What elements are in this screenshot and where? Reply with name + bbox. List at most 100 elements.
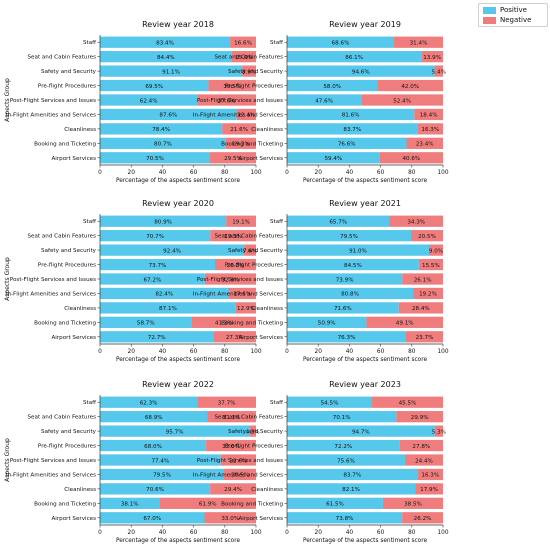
panel-1-label-negative: 30.5% xyxy=(223,84,241,90)
panel-4-bar-negative xyxy=(389,215,443,227)
panel-5-bar-positive xyxy=(100,483,211,495)
panel-6-bar-negative xyxy=(399,439,443,452)
panel-4-bar-negative xyxy=(413,287,443,300)
panel-2-label-negative: 18.4% xyxy=(420,113,438,119)
panel-2-bar-positive xyxy=(287,36,395,48)
panel-6-label-negative: 24.4% xyxy=(415,458,433,464)
panel-4-category-label: Airport Services xyxy=(238,335,283,341)
panel-2-label-positive: 68.6% xyxy=(332,41,350,47)
panel-5-bar-positive xyxy=(100,439,207,452)
panel-3-label-negative: 26.3% xyxy=(227,263,245,269)
panel-4-xlabel: Percentage of the aspects sentiment scor… xyxy=(303,357,428,363)
panel-1-category-label: Seat and Cabin Features xyxy=(27,55,96,61)
panel-3-xtick-label: 20 xyxy=(128,349,136,355)
legend-label-negative: Negative xyxy=(500,16,532,24)
panel-2-category-label: Seat and Cabin Features xyxy=(214,55,283,61)
panel-3-label-negative: 7.6% xyxy=(243,248,257,254)
panel-6-label-positive: 83.7% xyxy=(343,473,361,479)
panel-1-bar-negative xyxy=(225,137,256,149)
panel-5-bar-positive xyxy=(100,497,160,509)
panel-3-bar-positive xyxy=(100,215,227,227)
panel-6-bar-positive xyxy=(287,396,373,408)
panel-2-xlabel: Percentage of the aspects sentiment scor… xyxy=(303,178,428,184)
panel-4-xtick-label: 80 xyxy=(408,349,416,355)
panel-3-label-negative: 12.9% xyxy=(237,306,255,312)
panel-5-label-positive: 68.0% xyxy=(144,444,162,450)
panel-5-bar-negative xyxy=(206,439,256,452)
panel-1-xtick-label: 100 xyxy=(250,170,261,176)
panel-5-category-label: Pre-flight Procedures xyxy=(38,444,96,450)
panel-5-bar-negative xyxy=(220,454,256,466)
panel-4-bar-negative xyxy=(406,331,443,343)
panel-6-bar-negative xyxy=(372,396,443,408)
panel-3-label-positive: 70.7% xyxy=(146,234,164,240)
panel-1-bar-positive xyxy=(100,36,231,48)
panel-1-bar-negative xyxy=(197,94,256,106)
panel-2-label-negative: 42.0% xyxy=(401,84,419,90)
panel-3-category-label: In-Flight Amenities and Services xyxy=(6,291,96,297)
panel-6-xlabel: Percentage of the aspects sentiment scor… xyxy=(303,538,428,544)
panel-2-category-label: Staff xyxy=(270,40,283,46)
panel-3-label-negative: 41.3% xyxy=(215,321,233,327)
panel-4-title: Review year 2021 xyxy=(329,199,401,208)
panel-4-label-negative: 28.4% xyxy=(412,306,430,312)
panel-2-xtick-label: 0 xyxy=(285,170,289,176)
panel-3-category-label: Pre-flight Procedures xyxy=(38,263,96,269)
panel-6-category-label: Cleanliness xyxy=(251,487,283,493)
panel-6-category-label: Staff xyxy=(270,400,283,406)
panel-3-category-label: Cleanliness xyxy=(64,306,96,312)
panel-1-category-label: Cleanliness xyxy=(64,127,96,133)
panel-2-category-label: Booking and Ticketing xyxy=(221,141,283,147)
panel-6-bar-negative xyxy=(404,454,443,466)
panel-6-bar-negative xyxy=(434,425,443,437)
panel-4-bar-negative xyxy=(418,258,443,271)
panel-5-xlabel: Percentage of the aspects sentiment scor… xyxy=(116,538,241,544)
panel-5-label-positive: 68.9% xyxy=(145,415,163,421)
panel-1-label-positive: 62.4% xyxy=(140,98,158,104)
panel-1-bar-negative xyxy=(222,123,256,135)
panel-4-label-positive: 84.5% xyxy=(344,263,362,269)
panel-3-label-positive: 92.4% xyxy=(163,248,181,254)
panel-1-bar-positive xyxy=(100,79,209,92)
panel-5-bar-negative xyxy=(207,411,256,423)
panel-4-label-negative: 23.7% xyxy=(416,335,434,341)
panel-2-label-positive: 58.0% xyxy=(323,84,341,90)
panel-2-label-positive: 81.6% xyxy=(342,113,360,119)
panel-4-label-negative: 20.5% xyxy=(418,234,436,240)
panel-6-label-positive: 61.5% xyxy=(326,502,344,508)
panel-6-label-negative: 38.5% xyxy=(404,502,422,508)
panel-5-label-positive: 95.7% xyxy=(166,429,184,435)
panel-2-label-negative: 16.3% xyxy=(421,127,439,133)
panel-4-category-label: Staff xyxy=(270,219,283,225)
panel-4-label-positive: 65.7% xyxy=(329,220,347,226)
panel-6-bar-positive xyxy=(287,483,416,495)
panel-6-category-label: Booking and Ticketing xyxy=(221,501,283,507)
panel-5-bar-positive xyxy=(100,396,198,408)
panel-2-category-label: Safety and Security xyxy=(228,69,284,75)
panel-3-ylabel: Aspects Group xyxy=(4,257,11,301)
panel-5-xtick-label: 100 xyxy=(250,530,261,536)
panel-1-bar-negative xyxy=(231,51,256,63)
panel-6-label-positive: 70.1% xyxy=(333,415,351,421)
panel-3-xtick-label: 40 xyxy=(159,349,167,355)
panel-1-bar-positive xyxy=(100,137,226,149)
panel-2-bar-negative xyxy=(414,108,443,121)
panel-5-label-positive: 70.6% xyxy=(146,487,164,493)
panel-5-category-label: Staff xyxy=(83,400,96,406)
panel-4-category-label: Seat and Cabin Features xyxy=(214,234,283,240)
panel-2-bar-positive xyxy=(287,79,378,92)
panel-5-label-positive: 79.5% xyxy=(153,473,171,479)
panel-1-label-negative: 19.3% xyxy=(232,142,250,148)
panel-1-xtick-label: 20 xyxy=(128,170,136,176)
panel-4-label-positive: 71.6% xyxy=(334,306,352,312)
panel-2-label-positive: 76.6% xyxy=(338,142,356,148)
panel-4-label-negative: 49.1% xyxy=(396,321,414,327)
panel-3-bar-positive xyxy=(100,302,236,314)
legend-swatch-positive xyxy=(483,6,496,14)
panel-4-category-label: In-Flight Amenities and Services xyxy=(193,291,283,297)
panel-6-xtick-label: 0 xyxy=(285,530,289,536)
panel-2-bar-negative xyxy=(377,79,443,92)
panel-6-bar-positive xyxy=(287,439,400,452)
panel-6-bar-positive xyxy=(287,497,383,509)
panel-5-label-negative: 61.9% xyxy=(199,502,217,508)
